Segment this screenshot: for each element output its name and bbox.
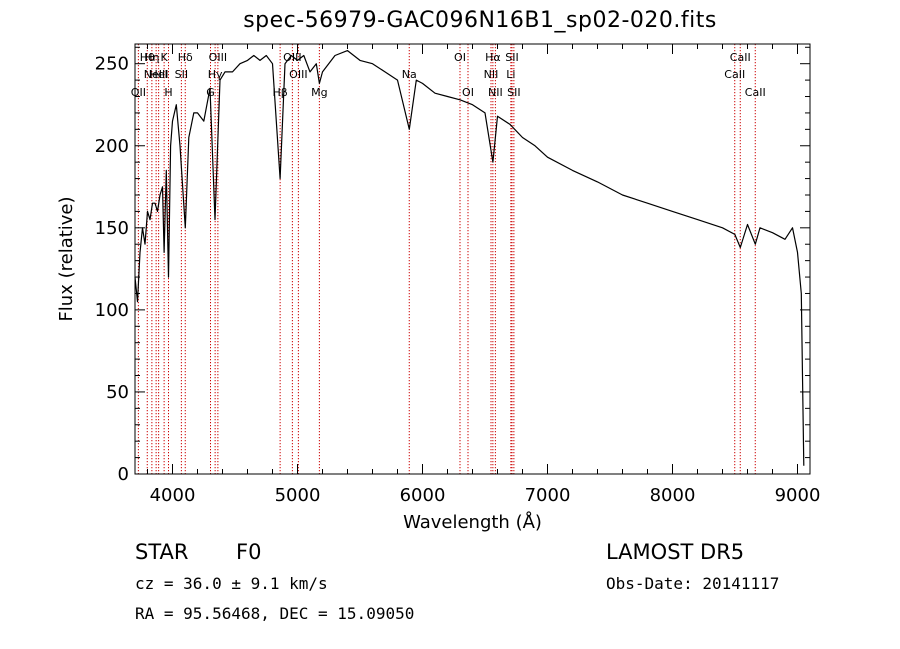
object-type: STAR <box>135 540 189 564</box>
object-class: F0 <box>236 540 262 564</box>
line-marker-label-16: Na <box>402 68 417 81</box>
y-tick-label-3: 150 <box>95 218 129 239</box>
line-marker-label-22: Li <box>506 68 515 81</box>
y-axis-label: Flux (relative) <box>56 196 77 321</box>
y-tick-label-1: 50 <box>106 382 129 403</box>
line-marker-label-18: OI <box>462 86 474 99</box>
line-marker-label-17: OI <box>454 51 466 64</box>
line-marker-label-26: CaII <box>730 51 751 64</box>
line-marker-label-21: NII <box>488 86 503 99</box>
line-marker-label-15: Mg <box>311 86 327 99</box>
chart-title: spec-56979-GAC096N16B1_sp02-020.fits <box>243 8 717 33</box>
line-marker-label-20: Hα <box>485 51 501 64</box>
coordinates: RA = 95.56468, DEC = 15.09050 <box>135 604 415 623</box>
line-marker-label-19: NII <box>484 68 499 81</box>
x-tick-label-4: 8000 <box>650 485 696 506</box>
line-marker-label-1: Hθ <box>140 51 155 64</box>
line-marker-label-3: NeIII <box>144 68 169 81</box>
line-marker-label-10: Hγ <box>208 68 223 81</box>
y-tick-label-5: 250 <box>95 54 129 75</box>
line-marker-label-25: CaII <box>724 68 745 81</box>
y-tick-label-2: 100 <box>95 300 129 321</box>
survey-name: LAMOST DR5 <box>606 540 745 564</box>
x-axis-label: Wavelength (Å) <box>403 511 542 533</box>
line-marker-label-11: OIII <box>209 51 227 64</box>
spectrum-line-0 <box>134 49 805 466</box>
line-marker-label-5: K <box>161 51 169 64</box>
x-tick-label-0: 4000 <box>150 485 196 506</box>
redshift-text: cz = 36.0 ± 9.1 km/s <box>135 574 328 593</box>
line-marker-label-24: SII <box>507 86 520 99</box>
line-marker-label-12: Hβ <box>272 86 287 99</box>
x-tick-label-5: 9000 <box>775 485 821 506</box>
x-tick-label-2: 6000 <box>400 485 446 506</box>
line-marker-label-9: G <box>206 86 215 99</box>
line-marker-label-2: Hη <box>144 51 159 64</box>
y-tick-label-0: 0 <box>118 464 129 485</box>
line-marker-label-8: Hδ <box>178 51 193 64</box>
line-marker-label-0: OII <box>131 86 146 99</box>
obs-date: Obs-Date: 20141117 <box>606 574 780 593</box>
x-tick-label-1: 5000 <box>275 485 321 506</box>
line-marker-label-6: H <box>164 86 172 99</box>
line-marker-label-4: HeI <box>149 68 167 81</box>
line-marker-label-14: OIII <box>289 68 307 81</box>
plot-frame <box>134 43 811 475</box>
line-marker-label-13: OIII <box>283 51 301 64</box>
line-marker-label-7: SII <box>175 68 188 81</box>
line-marker-label-23: SII <box>505 51 518 64</box>
x-tick-label-3: 7000 <box>525 485 571 506</box>
y-tick-label-4: 200 <box>95 136 129 157</box>
line-marker-label-27: CaII <box>745 86 766 99</box>
